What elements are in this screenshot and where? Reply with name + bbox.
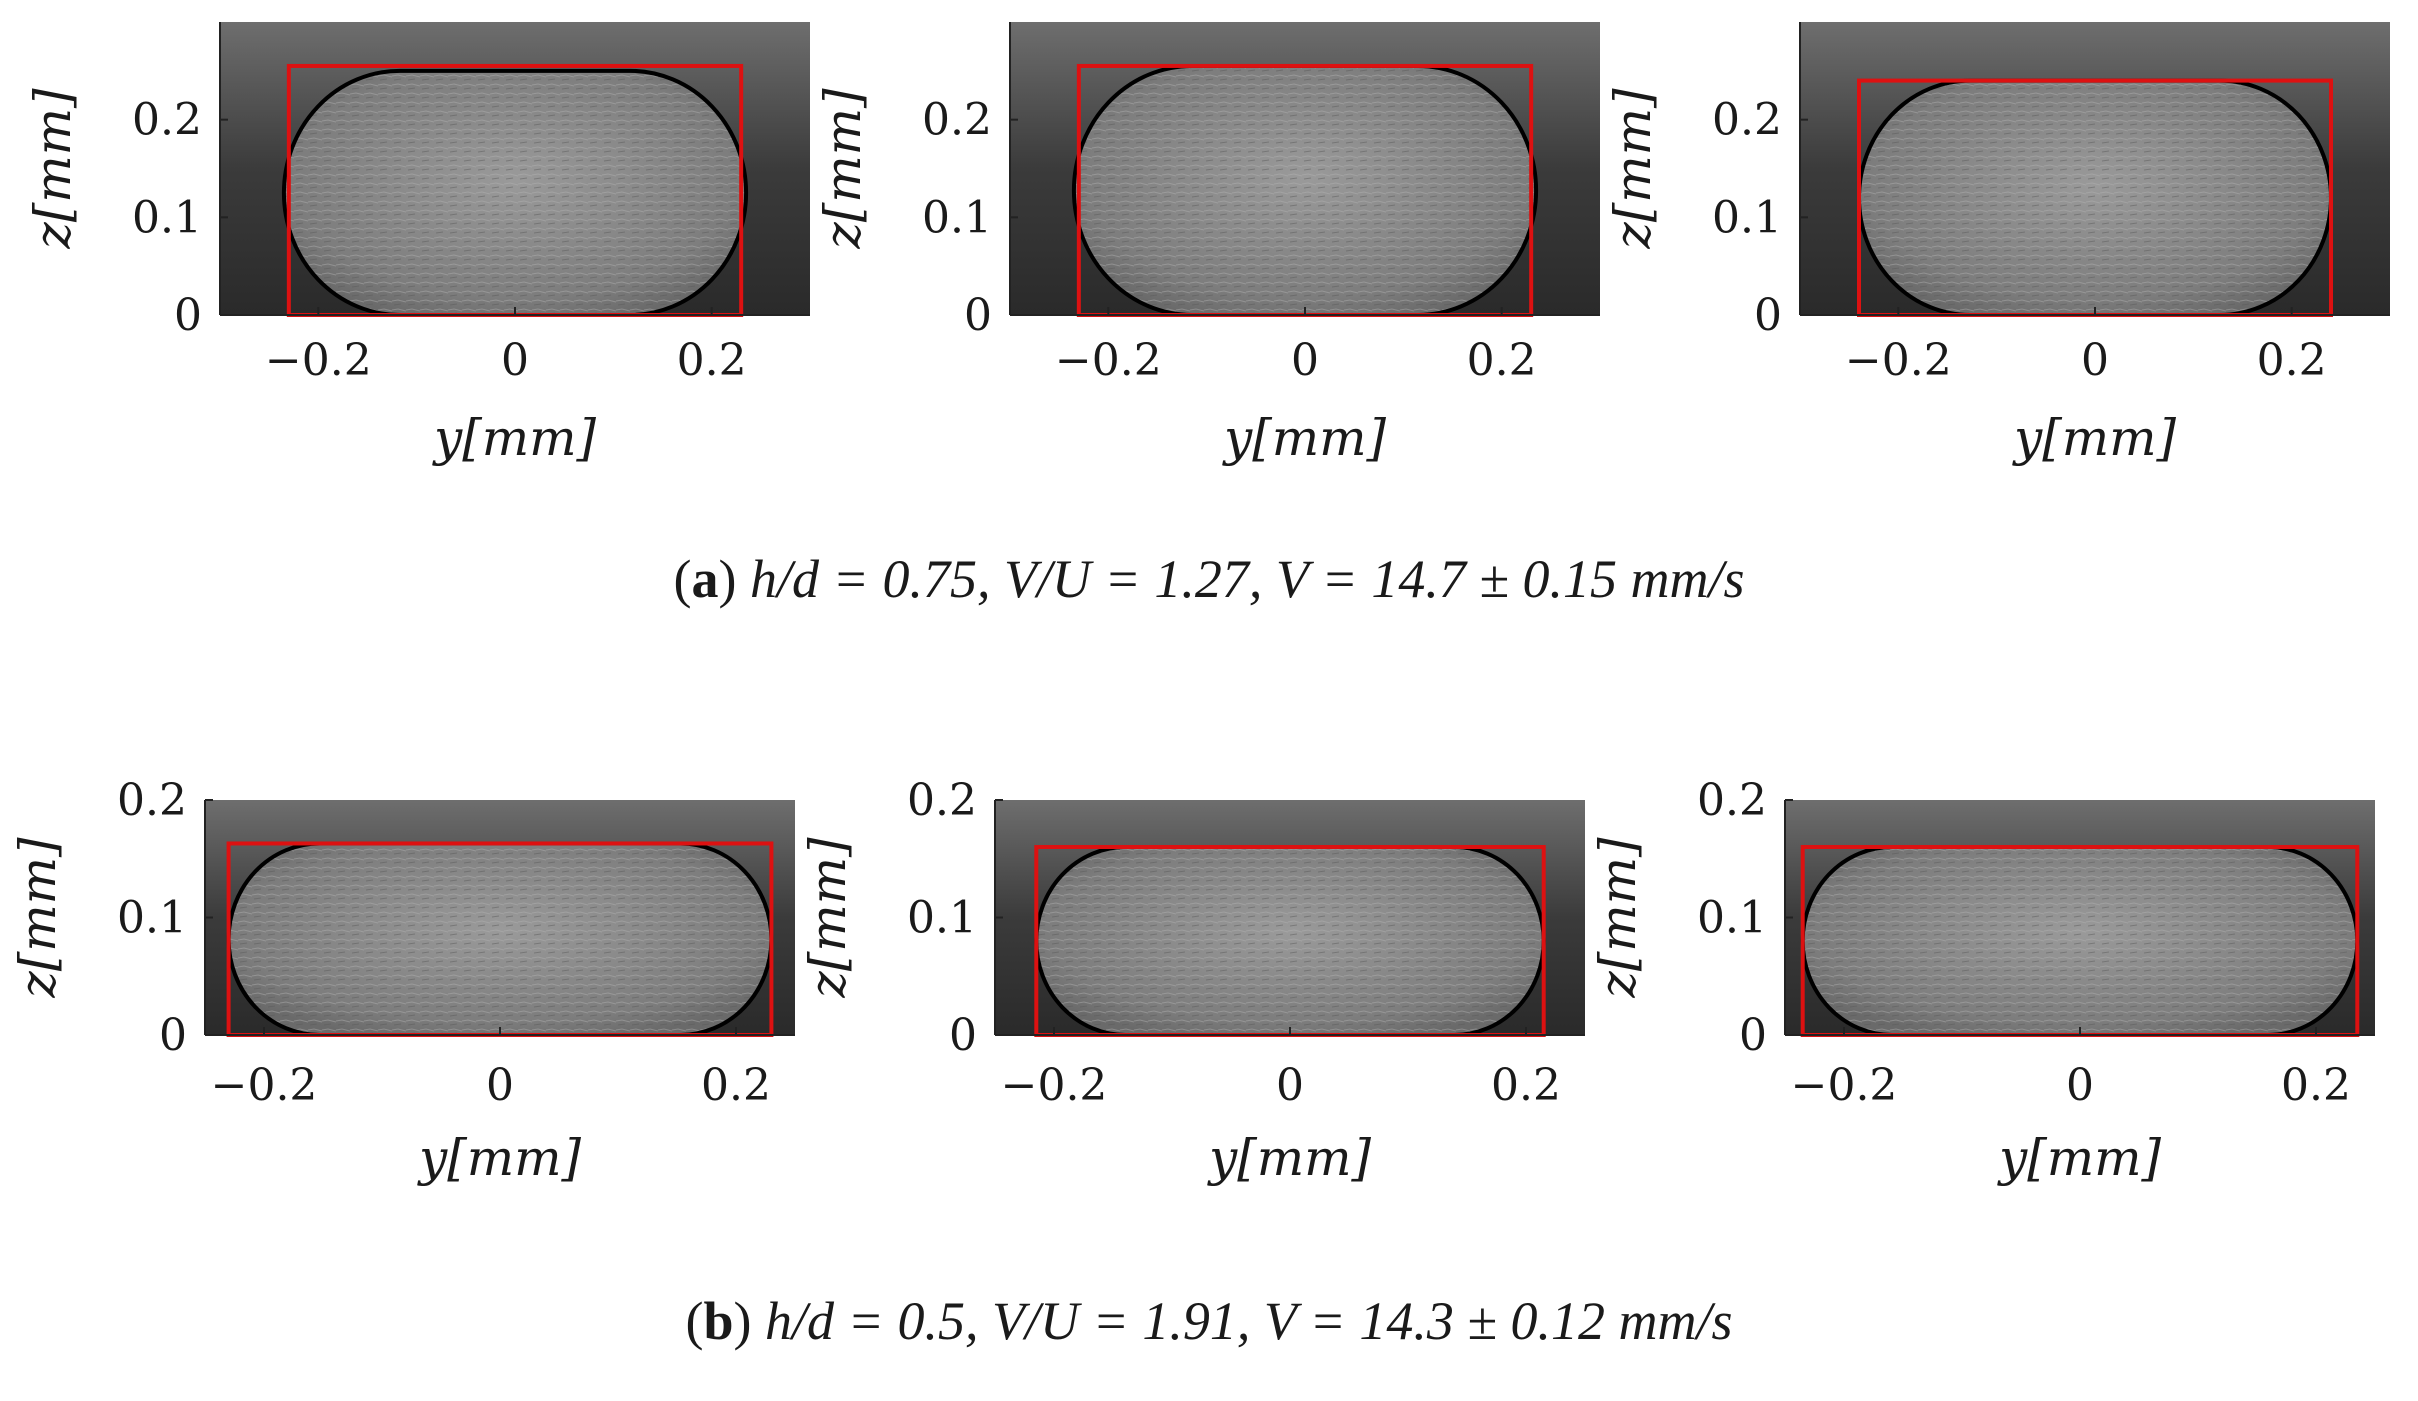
x-tick-label: −0.2: [265, 335, 372, 386]
y-tick-label: 0.2: [907, 775, 977, 826]
y-tick-label: 0.2: [132, 95, 202, 146]
panel-a-3: −0.2 0 0.2 0 0.1 0.2 y[mm] z[mm]: [1604, 22, 2390, 467]
y-axis-label: z[mm]: [24, 88, 82, 250]
x-tick-label: 0.2: [677, 335, 747, 386]
x-tick-label: 0.2: [2281, 1060, 2351, 1111]
y-tick-label: 0: [1739, 1010, 1767, 1061]
x-axis-label: y[mm]: [2012, 409, 2177, 467]
caption-a-label: a: [691, 549, 719, 609]
y-tick-label: 0: [159, 1010, 187, 1061]
specimen-texture: [283, 70, 747, 315]
specimen-texture: [228, 843, 772, 1035]
y-axis-label: z[mm]: [799, 837, 857, 999]
caption-a-text: h/d = 0.75, V/U = 1.27, V = 14.7 ± 0.15 …: [750, 549, 1745, 609]
y-tick-label: 0.1: [117, 893, 187, 944]
x-tick-label: 0: [486, 1060, 514, 1111]
x-tick-label: 0: [1291, 335, 1319, 386]
x-tick-label: −0.2: [1055, 335, 1162, 386]
y-axis-label: z[mm]: [9, 837, 67, 999]
x-axis-label: y[mm]: [1997, 1129, 2162, 1187]
x-tick-label: −0.2: [1791, 1060, 1898, 1111]
y-tick-label: 0: [949, 1010, 977, 1061]
x-tick-label: −0.2: [1001, 1060, 1108, 1111]
x-axis-label: y[mm]: [1207, 1129, 1372, 1187]
y-axis-label: z[mm]: [814, 88, 872, 250]
specimen-texture: [1036, 847, 1544, 1035]
y-tick-label: 0.2: [1697, 775, 1767, 826]
y-tick-label: 0: [964, 290, 992, 341]
x-axis-label: y[mm]: [1222, 409, 1387, 467]
panel-b-3: −0.2 0 0.2 0 0.1 0.2 y[mm] z[mm]: [1589, 775, 2375, 1187]
x-tick-label: 0: [501, 335, 529, 386]
caption-b-text: h/d = 0.5, V/U = 1.91, V = 14.3 ± 0.12 m…: [765, 1291, 1733, 1351]
caption-b: (b) h/d = 0.5, V/U = 1.91, V = 14.3 ± 0.…: [685, 1291, 1733, 1351]
y-tick-label: 0.1: [1697, 893, 1767, 944]
x-tick-label: 0: [2081, 335, 2109, 386]
panel-b-1: −0.2 0 0.2 0 0.1 0.2 y[mm] z[mm]: [9, 775, 795, 1187]
x-tick-label: 0.2: [2257, 335, 2327, 386]
x-tick-label: −0.2: [1845, 335, 1952, 386]
caption-a: (a) h/d = 0.75, V/U = 1.27, V = 14.7 ± 0…: [673, 549, 1745, 609]
specimen-texture: [1802, 847, 2358, 1035]
y-tick-label: 0.2: [1712, 95, 1782, 146]
y-tick-label: 0: [174, 290, 202, 341]
x-tick-label: 0: [1276, 1060, 1304, 1111]
panel-b-2: −0.2 0 0.2 0 0.1 0.2 y[mm] z[mm]: [799, 775, 1585, 1187]
x-tick-label: 0.2: [701, 1060, 771, 1111]
panel-a-1: −0.2 0 0.2 0 0.1 0.2 y[mm] z[mm]: [24, 22, 810, 467]
caption-b-label: b: [703, 1291, 734, 1351]
x-axis-label: y[mm]: [417, 1129, 582, 1187]
y-tick-label: 0.1: [1712, 192, 1782, 243]
x-tick-label: 0.2: [1491, 1060, 1561, 1111]
specimen-texture: [1073, 65, 1537, 315]
x-tick-label: 0: [2066, 1060, 2094, 1111]
x-axis-label: y[mm]: [432, 409, 597, 467]
y-axis-label: z[mm]: [1589, 837, 1647, 999]
y-tick-label: 0.2: [922, 95, 992, 146]
y-tick-label: 0.2: [117, 775, 187, 826]
y-tick-label: 0.1: [132, 192, 202, 243]
y-tick-label: 0: [1754, 290, 1782, 341]
specimen-texture: [1859, 80, 2331, 315]
x-tick-label: −0.2: [211, 1060, 318, 1111]
y-tick-label: 0.1: [922, 192, 992, 243]
y-axis-label: z[mm]: [1604, 88, 1662, 250]
x-tick-label: 0.2: [1467, 335, 1537, 386]
y-tick-label: 0.1: [907, 893, 977, 944]
panel-a-2: −0.2 0 0.2 0 0.1 0.2 y[mm] z[mm]: [814, 22, 1600, 467]
